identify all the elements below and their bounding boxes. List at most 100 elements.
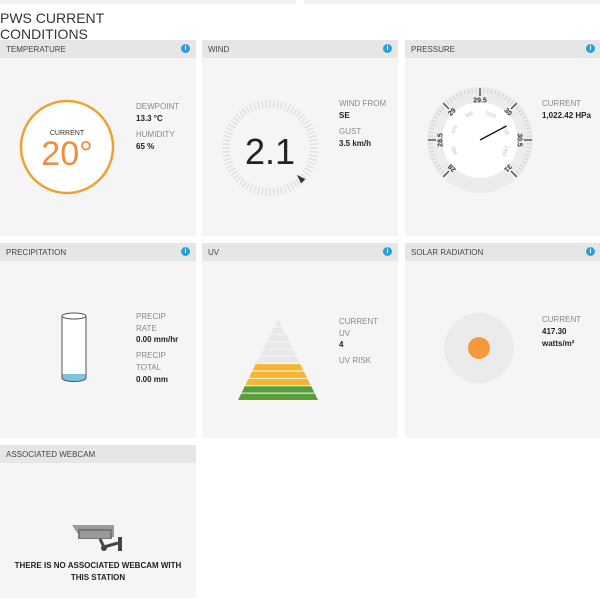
- uv-current-label-1: CURRENT: [339, 317, 379, 326]
- gauge-tick: [433, 160, 439, 164]
- gauge-tick: [510, 100, 515, 105]
- gauge-tick: [440, 170, 445, 175]
- compass-tick: [222, 150, 231, 153]
- temperature-gauge: CURRENT 20°: [19, 99, 115, 195]
- precip-rate-label-1: PRECIP: [136, 312, 166, 321]
- panel-header: PRESSURE i: [405, 40, 600, 58]
- gauge-tick: [507, 97, 511, 103]
- gauge-tick: [435, 112, 441, 116]
- pressure-current-label: CURRENT: [542, 99, 582, 108]
- gauge-tick: [515, 105, 520, 110]
- compass-tick: [307, 130, 316, 135]
- gauge-inner-label: 1030: [500, 124, 510, 137]
- gauge-tick: [442, 170, 450, 178]
- gauge-tick: [431, 157, 437, 161]
- uv-level-band: [245, 378, 311, 386]
- gauge-outer-label: 30.5: [516, 133, 523, 147]
- compass-tick: [283, 185, 288, 194]
- gauge-tick: [521, 116, 527, 120]
- gauge-outer-label: 28.5: [438, 133, 445, 147]
- compass-tick: [276, 187, 279, 196]
- gauge-tick: [504, 95, 508, 101]
- gauge-tick: [494, 90, 497, 96]
- gauge-outer-label: 28: [447, 162, 458, 173]
- wind-speed: 2.1: [245, 131, 295, 172]
- message-line-2: THIS STATION: [70, 573, 126, 582]
- gauge-tick: [435, 164, 441, 168]
- info-icon[interactable]: i: [181, 247, 190, 256]
- gauge-tick: [519, 164, 525, 168]
- gauge-tick: [517, 167, 523, 171]
- wind-panel: WIND i 2.1 WIND FROM SE GUST 3.5 km/h: [202, 40, 398, 236]
- gauge-tick: [523, 119, 529, 123]
- compass-tick: [309, 139, 318, 142]
- temperature-value: 20°: [41, 135, 92, 173]
- top-bar-left: [0, 0, 296, 4]
- solar-unit: watts/m²: [542, 339, 575, 348]
- compass-tick: [302, 119, 310, 126]
- uv-risk-label: UV RISK: [339, 356, 372, 365]
- gauge-outer-label: 30: [502, 107, 513, 118]
- uv-panel: UV i CURRENT UV 4 UV RISK: [202, 243, 398, 438]
- gauge-inner-label: 1050: [500, 144, 510, 157]
- pressure-panel: PRESSURE i 28 28.5 29 29.5 30 30.5 31 950 970 990 1…: [405, 40, 600, 236]
- precip-total-value: 0.00 mm: [136, 375, 169, 384]
- compass-tick: [235, 113, 243, 121]
- humidity-value: 65 %: [136, 142, 155, 151]
- compass-tick: [276, 100, 279, 109]
- gust-value: 3.5 km/h: [339, 139, 372, 148]
- uv-level-band: [256, 356, 300, 364]
- info-icon[interactable]: i: [586, 44, 595, 53]
- uv-current-label-2: UV: [339, 329, 351, 338]
- uv-level-band: [267, 334, 289, 342]
- gauge-tick: [430, 123, 436, 126]
- compass-tick: [252, 185, 257, 194]
- gauge-tick: [459, 91, 463, 97]
- compass-tick: [238, 110, 245, 118]
- gauge-tick: [517, 109, 523, 113]
- gauge-tick: [521, 160, 527, 164]
- compass-tick: [305, 164, 314, 169]
- compass-tick: [256, 101, 261, 110]
- compass-tick: [226, 127, 235, 132]
- panel-header: ASSOCIATED WEBCAM: [0, 445, 196, 463]
- gauge-tick: [433, 116, 439, 120]
- temperature-ring: [19, 99, 115, 195]
- compass-tick: [279, 101, 284, 110]
- gauge-tick: [428, 146, 434, 149]
- info-icon[interactable]: i: [181, 44, 190, 53]
- info-icon[interactable]: i: [383, 247, 392, 256]
- compass-tick: [309, 150, 318, 153]
- compass-tick: [228, 167, 236, 173]
- gauge-tick: [456, 93, 460, 99]
- info-icon[interactable]: i: [383, 44, 392, 53]
- gauge-tick: [525, 150, 531, 153]
- solar-current-label: CURRENT: [542, 315, 582, 324]
- compass-tick: [261, 187, 264, 196]
- compass-tick: [249, 183, 254, 192]
- compass-tick: [228, 123, 236, 129]
- compass-tick: [265, 187, 268, 196]
- compass-tick: [295, 178, 302, 186]
- compass-tick: [300, 173, 308, 180]
- gauge-tick: [510, 102, 518, 110]
- panel-header: SOLAR RADIATION i: [405, 243, 600, 261]
- panel-title: SOLAR RADIATION: [411, 248, 484, 257]
- gauge-tick: [442, 102, 450, 110]
- compass-tick: [302, 170, 310, 177]
- compass-tick: [292, 108, 299, 116]
- panel-title: WIND: [208, 45, 230, 54]
- gauge-tick: [449, 97, 453, 103]
- compass-tick: [249, 104, 254, 113]
- solar-value: 417.30: [542, 327, 567, 336]
- info-icon[interactable]: i: [586, 247, 595, 256]
- gauge-tick: [431, 119, 437, 123]
- compass-tick: [304, 123, 312, 129]
- gauge-tick: [429, 127, 435, 130]
- gauge-tick: [524, 123, 530, 126]
- compass-tick: [283, 102, 288, 111]
- wind-from-value: SE: [339, 111, 350, 120]
- gauge-outer-label: 31: [502, 162, 513, 173]
- compass-tick: [222, 139, 231, 142]
